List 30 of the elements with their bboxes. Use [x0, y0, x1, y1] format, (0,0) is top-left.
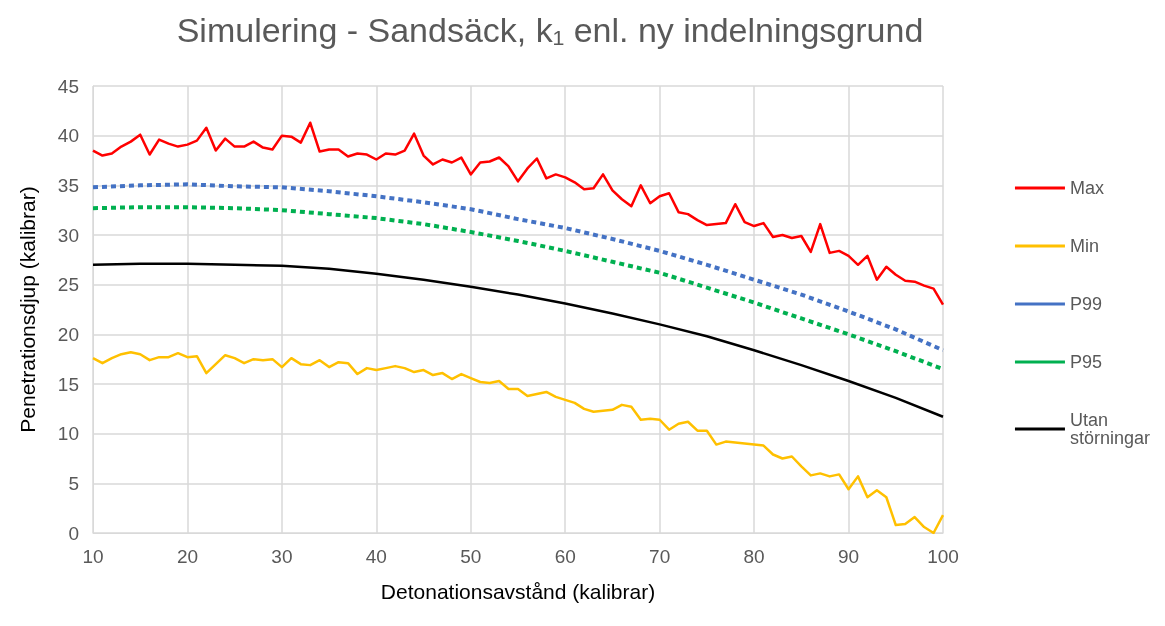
x-tick-label: 80: [743, 546, 765, 567]
y-tick-label: 0: [68, 522, 79, 544]
line-series: [91, 121, 945, 306]
legend-label: Utan störningar: [1069, 410, 1151, 448]
x-tick-label: 40: [365, 546, 387, 567]
y-tick-label: 10: [57, 423, 79, 445]
y-tick-label: 45: [57, 75, 79, 97]
y-tick-label: 15: [57, 373, 79, 395]
legend-label: Min: [1069, 236, 1099, 256]
y-tick-label: 40: [57, 125, 79, 147]
x-tick-label: 10: [82, 546, 104, 567]
x-tick-label: 30: [271, 546, 293, 567]
y-tick-label: 25: [57, 274, 79, 296]
y-tick-label: 35: [57, 174, 79, 196]
chart-title: Simulering - Sandsäck, k₁ enl. ny indelningsgrund: [176, 11, 924, 49]
x-tick-label: 90: [837, 546, 860, 567]
x-tick-label: 20: [176, 546, 199, 567]
x-tick-label: 70: [649, 546, 671, 567]
y-tick-label: 20: [57, 323, 79, 345]
y-axis-title: Penetrationsdjup (kalibrar): [16, 186, 39, 433]
x-tick-label: 100: [927, 546, 959, 567]
line-series: [91, 262, 945, 419]
x-tick-label: 50: [460, 546, 482, 567]
y-tick-label: 30: [57, 224, 79, 246]
legend-label: P99: [1069, 294, 1102, 314]
y-tick-label: 5: [68, 472, 79, 494]
x-tick-label: 60: [554, 546, 576, 567]
legend-label: P95: [1069, 352, 1102, 372]
x-axis-title: Detonationsavstånd (kalibrar): [380, 580, 656, 603]
legend-label: Max: [1069, 178, 1104, 198]
